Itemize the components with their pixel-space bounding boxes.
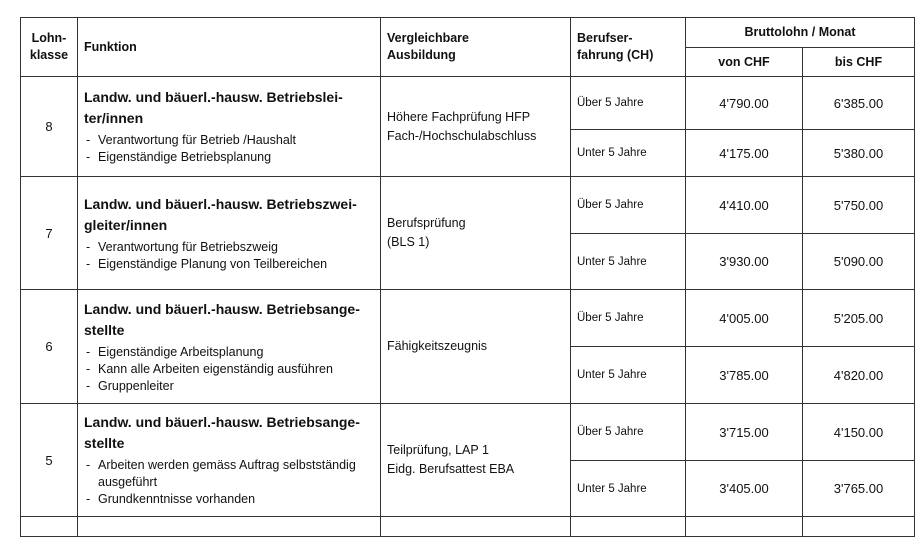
erfahrung-cell: Über 5 Jahre bbox=[570, 289, 686, 347]
von-cell: 3'785.00 bbox=[685, 346, 803, 404]
funktion-cell: Landw. und bäuerl.-hausw. Betriebslei-te… bbox=[77, 76, 381, 177]
function-title: Landw. und bäuerl.-hausw. Betriebsange-s… bbox=[84, 414, 360, 451]
erfahrung-cell: Über 5 Jahre bbox=[570, 176, 686, 234]
bis-cell: 5'380.00 bbox=[802, 129, 915, 177]
function-title: Landw. und bäuerl.-hausw. Betriebsange-s… bbox=[84, 300, 360, 338]
ausbildung-cell: Berufsprüfung (BLS 1) bbox=[380, 176, 571, 290]
header-lohnklasse: Lohn- klasse bbox=[20, 17, 78, 77]
erfahrung-cell: Unter 5 Jahre bbox=[570, 129, 686, 177]
von-cell: 4'175.00 bbox=[685, 129, 803, 177]
table-row: Unter 5 Jahre 3'930.00 5'090.00 bbox=[21, 233, 915, 290]
header-funktion: Funktion bbox=[77, 17, 381, 77]
header-erfahrung: Berufser- fahrung (CH) bbox=[570, 17, 686, 77]
lohnklasse-cell: 7 bbox=[20, 176, 78, 290]
bis-cell: 5'750.00 bbox=[802, 176, 915, 234]
bis-cell: 6'385.00 bbox=[802, 76, 915, 130]
function-list: Verantwortung für Betrieb /HaushaltEigen… bbox=[84, 132, 374, 166]
ausbildung-cell: Höhere Fachprüfung HFP Fach-/Hochschulab… bbox=[380, 76, 571, 177]
salary-table: Lohn- klasse Funktion Vergleichbare Ausb… bbox=[20, 17, 915, 537]
table-row: Unter 5 Jahre 3'785.00 4'820.00 bbox=[21, 346, 915, 404]
funktion-cell: Landw. und bäuerl.-hausw. Betriebsange-s… bbox=[77, 289, 381, 404]
function-item: Grundkenntnisse vorhanden bbox=[84, 491, 374, 508]
function-list: Verantwortung für BetriebszweigEigenstän… bbox=[84, 239, 374, 273]
funktion-cell: Landw. und bäuerl.-hausw. Betriebszwei-g… bbox=[77, 176, 381, 290]
funktion-cell: Landw. und bäuerl.-hausw. Betriebsange-s… bbox=[77, 403, 381, 517]
header-ausbildung: Vergleichbare Ausbildung bbox=[380, 17, 571, 77]
function-item: Verantwortung für Betriebszweig bbox=[84, 239, 374, 256]
table-row bbox=[20, 516, 915, 537]
erfahrung-cell: Über 5 Jahre bbox=[570, 76, 686, 130]
header-bis: bis CHF bbox=[802, 47, 915, 77]
bis-cell: 4'150.00 bbox=[802, 403, 915, 461]
header-bruttolohn: Bruttolohn / Monat bbox=[685, 17, 915, 48]
erfahrung-cell: Über 5 Jahre bbox=[570, 403, 686, 461]
function-title: Landw. und bäuerl.-hausw. Betriebszwei-g… bbox=[84, 195, 357, 233]
lohnklasse-cell: 6 bbox=[20, 289, 78, 404]
table-row: 5 Landw. und bäuerl.-hausw. Betriebsange… bbox=[20, 403, 915, 517]
table-row: 8 Landw. und bäuerl.-hausw. Betriebslei-… bbox=[20, 76, 915, 177]
table-row: Unter 5 Jahre 3'405.00 3'765.00 bbox=[21, 460, 915, 517]
function-item: Eigenständige Arbeitsplanung bbox=[84, 344, 374, 361]
function-item: Eigenständige Planung von Teilbereichen bbox=[84, 256, 374, 273]
function-list: Arbeiten werden gemäss Auftrag selbststä… bbox=[84, 457, 374, 508]
von-cell: 3'930.00 bbox=[685, 233, 803, 290]
table-row: 7 Landw. und bäuerl.-hausw. Betriebszwei… bbox=[20, 176, 915, 290]
bis-cell: 5'090.00 bbox=[802, 233, 915, 290]
function-title: Landw. und bäuerl.-hausw. Betriebslei-te… bbox=[84, 89, 343, 126]
function-list: Eigenständige ArbeitsplanungKann alle Ar… bbox=[84, 344, 374, 395]
function-item: Arbeiten werden gemäss Auftrag selbststä… bbox=[84, 457, 374, 491]
lohnklasse-cell: 8 bbox=[20, 76, 78, 177]
function-item: Gruppenleiter bbox=[84, 378, 374, 395]
von-cell: 4'410.00 bbox=[685, 176, 803, 234]
bis-cell: 4'820.00 bbox=[802, 346, 915, 404]
erfahrung-cell: Unter 5 Jahre bbox=[570, 346, 686, 404]
ausbildung-cell: Teilprüfung, LAP 1 Eidg. Berufsattest EB… bbox=[380, 403, 571, 517]
von-cell: 3'405.00 bbox=[685, 460, 803, 517]
bis-cell: 3'765.00 bbox=[802, 460, 915, 517]
ausbildung-cell: Fähigkeitszeugnis bbox=[380, 289, 571, 404]
erfahrung-cell: Unter 5 Jahre bbox=[570, 460, 686, 517]
von-cell: 4'790.00 bbox=[685, 76, 803, 130]
von-cell: 3'715.00 bbox=[685, 403, 803, 461]
table-row: Unter 5 Jahre 4'175.00 5'380.00 bbox=[21, 129, 915, 177]
von-cell: 4'005.00 bbox=[685, 289, 803, 347]
function-item: Kann alle Arbeiten eigenständig ausführe… bbox=[84, 361, 374, 378]
function-item: Verantwortung für Betrieb /Haushalt bbox=[84, 132, 374, 149]
header-von: von CHF bbox=[685, 47, 803, 77]
lohnklasse-cell: 5 bbox=[20, 403, 78, 517]
function-item: Eigenständige Betriebsplanung bbox=[84, 149, 374, 166]
table-row: 6 Landw. und bäuerl.-hausw. Betriebsange… bbox=[20, 289, 915, 404]
bis-cell: 5'205.00 bbox=[802, 289, 915, 347]
erfahrung-cell: Unter 5 Jahre bbox=[570, 233, 686, 290]
